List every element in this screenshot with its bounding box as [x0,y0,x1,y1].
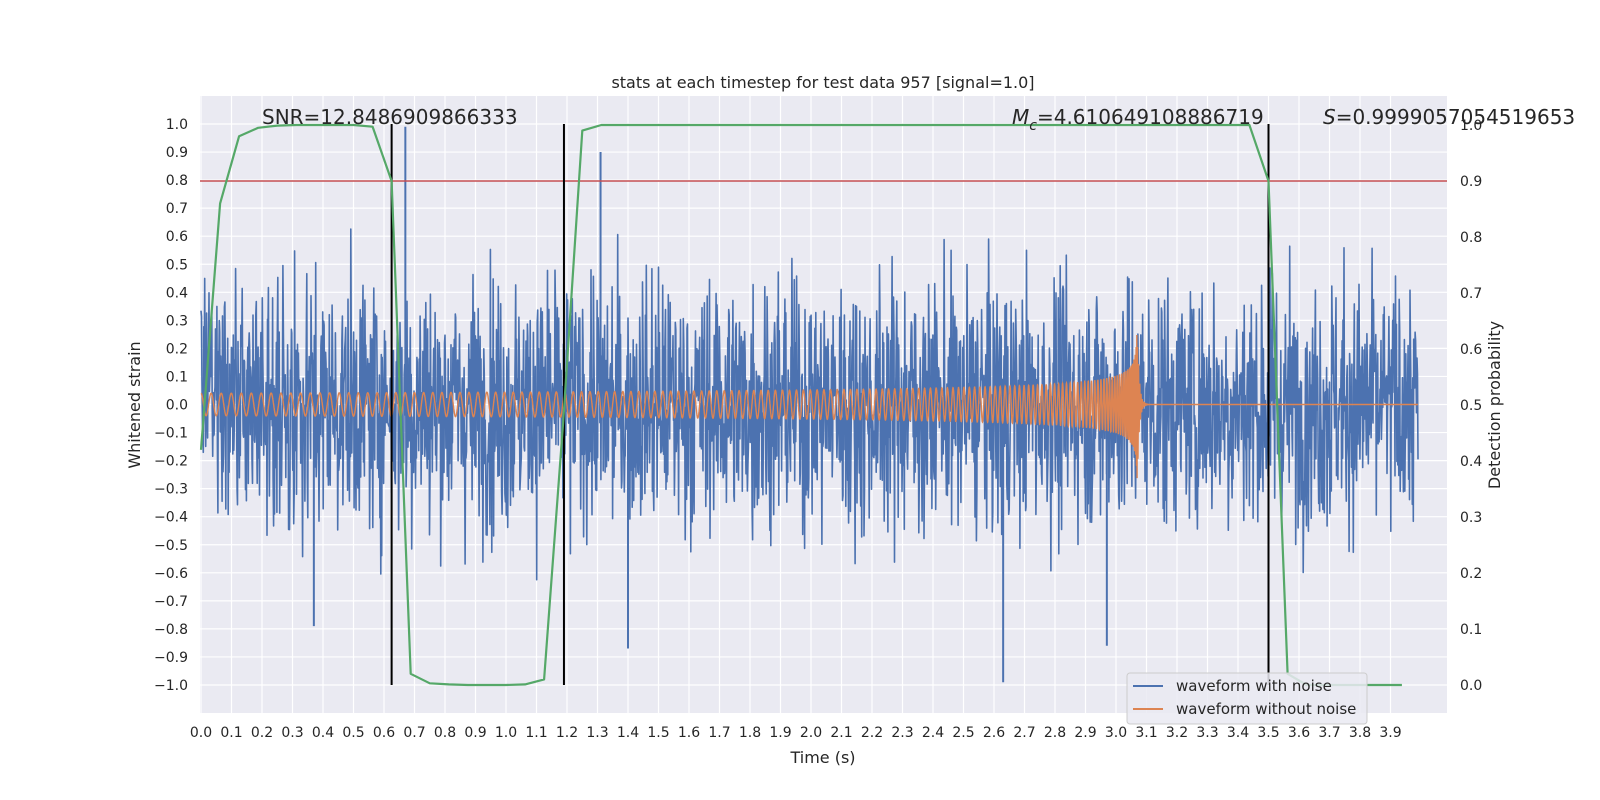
y-tick-label: 0.1 [166,369,188,385]
x-tick-label: 3.4 [1227,725,1249,741]
y2-tick-label: 0.2 [1460,566,1482,582]
y2-tick-label: 0.4 [1460,454,1482,470]
x-tick-label: 0.7 [403,725,425,741]
chirp-mass-subscript: c [1029,118,1037,134]
y-tick-label: 0.9 [166,145,188,161]
score-symbol: S [1323,105,1336,129]
x-tick-label: 0.9 [464,725,486,741]
probability-trace [199,123,1402,687]
chirp-mass-symbol: M [1012,105,1029,129]
y2-tick-label: 0.7 [1460,286,1482,302]
x-tick-label: 0.2 [251,725,273,741]
x-tick-label: 1.5 [647,725,669,741]
y2-tick-label: 0.1 [1460,622,1482,638]
x-tick-label: 0.4 [312,725,334,741]
y2-tick-label: 0.6 [1460,342,1482,358]
legend: waveform with noise waveform without noi… [1126,672,1368,725]
y-tick-labels: 1.0 0.9 0.8 0.7 0.6 0.5 0.4 0.3 0.2 0.1 0.0 −0.1 −0.… [154,117,188,694]
x-tick-label: 3.7 [1318,725,1340,741]
y-tick-label: 0.7 [166,201,188,217]
x-tick-label: 3.8 [1349,725,1371,741]
score-value: =0.9999057054519653 [1336,105,1575,129]
legend-label-noise: waveform with noise [1176,677,1332,695]
chirp-trace [200,335,1418,479]
x-tick-label: 1.2 [556,725,578,741]
y-tick-label: 1.0 [166,117,188,133]
y-axis-label: Whitened strain [125,341,144,468]
y2-tick-label: 0.0 [1460,678,1482,694]
y2-tick-label: 0.3 [1460,510,1482,526]
x-tick-label: 1.6 [678,725,700,741]
y2-axis-label: Detection probability [1485,321,1504,489]
y2-tick-labels: 1.0 0.9 0.8 0.7 0.6 0.5 0.4 0.3 0.2 0.1 0.0 [1460,118,1482,694]
x-tick-label: 2.2 [861,725,883,741]
y2-tick-label: 0.5 [1460,398,1482,414]
y-tick-label: 0.3 [166,313,188,329]
x-tick-label: 2.4 [922,725,944,741]
y-tick-label: 0.5 [166,257,188,273]
x-tick-label: 0.3 [281,725,303,741]
x-tick-label: 3.2 [1166,725,1188,741]
score-annotation: S=0.9999057054519653 [1323,105,1575,129]
x-tick-label: 1.8 [739,725,761,741]
series-detection-probability [199,123,1402,687]
x-tick-label: 1.4 [617,725,639,741]
y-tick-label: −0.1 [154,426,188,442]
x-tick-label: 3.1 [1135,725,1157,741]
y2-tick-label: 0.8 [1460,230,1482,246]
x-tick-label: 0.0 [190,725,212,741]
y-tick-label: −0.2 [154,454,188,470]
x-tick-label: 3.3 [1196,725,1218,741]
x-tick-label: 2.0 [800,725,822,741]
y-tick-label: −0.8 [154,622,188,638]
y-tick-label: −0.4 [154,510,188,526]
y2-tick-label: 1.0 [1460,118,1482,134]
x-tick-label: 3.9 [1379,725,1401,741]
y-tick-label: 0.2 [166,341,188,357]
x-tick-label: 3.6 [1288,725,1310,741]
y-tick-label: 0.0 [166,398,188,414]
x-tick-label: 0.6 [373,725,395,741]
snr-annotation: SNR=12.8486909866333 [262,105,518,129]
chirp-mass-value: =4.610649108886719 [1037,105,1264,129]
y-tick-label: −0.7 [154,594,188,610]
y-tick-label: 0.4 [166,285,188,301]
legend-box [1126,672,1368,725]
y-tick-label: 0.6 [166,229,188,245]
x-tick-label: 3.5 [1257,725,1279,741]
x-tick-label: 0.1 [220,725,242,741]
y-tick-label: −1.0 [154,678,188,694]
x-tick-label: 1.1 [525,725,547,741]
x-tick-label: 2.8 [1044,725,1066,741]
series-waveform-without-noise [200,335,1418,479]
legend-label-clean: waveform without noise [1176,700,1356,718]
x-tick-label: 0.8 [434,725,456,741]
chart-title: stats at each timestep for test data 957… [611,73,1034,92]
x-tick-label: 2.1 [830,725,852,741]
x-tick-label: 2.6 [983,725,1005,741]
x-tick-label: 3.0 [1105,725,1127,741]
y-tick-label: −0.3 [154,482,188,498]
x-tick-label: 2.7 [1013,725,1035,741]
y-tick-label: 0.8 [166,173,188,189]
y-tick-label: −0.5 [154,538,188,554]
x-tick-label: 1.7 [708,725,730,741]
x-tick-label: 2.3 [891,725,913,741]
y-tick-label: −0.9 [154,650,188,666]
series-waveform-with-noise [200,126,1419,683]
x-tick-label: 1.9 [769,725,791,741]
x-tick-label: 2.5 [952,725,974,741]
noise-trace [200,228,1419,581]
x-tick-label: 2.9 [1074,725,1096,741]
chirp-mass-annotation: Mc=4.610649108886719 [1012,105,1264,134]
x-tick-label: 1.3 [586,725,608,741]
y-tick-label: −0.6 [154,566,188,582]
x-axis-label: Time (s) [789,748,855,767]
x-tick-labels: 0.0 0.1 0.2 0.3 0.4 0.5 0.6 0.7 0.8 0.9 1.0 1.1 1.2 1… [190,725,1402,741]
x-tick-label: 0.5 [342,725,364,741]
y2-tick-label: 0.9 [1460,174,1482,190]
x-tick-label: 1.0 [495,725,517,741]
